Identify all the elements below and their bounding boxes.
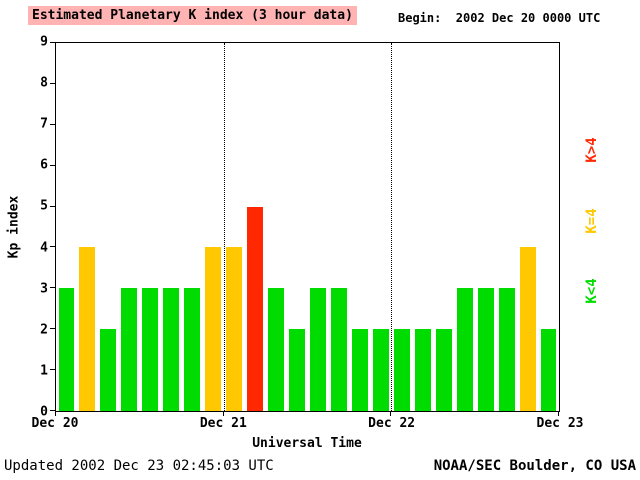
x-tick-mark: [558, 411, 559, 416]
y-axis-tick-labels: 0 1 2 3 4 5 6 7 8 9: [26, 36, 48, 419]
y-tick-mark: [50, 205, 56, 207]
y-tick-mark: [50, 369, 56, 371]
x-tick-label: Dec 23: [536, 416, 584, 431]
y-tick-mark: [50, 82, 56, 84]
y-tick-mark: [50, 410, 56, 411]
y-tick-mark: [50, 328, 56, 330]
kp-bar: [435, 329, 452, 411]
x-axis-tick-labels: Dec 20 Dec 21 Dec 22 Dec 23: [32, 416, 584, 433]
kp-bar: [414, 329, 431, 411]
y-tick-mark: [50, 42, 56, 43]
kp-bar: [268, 288, 285, 411]
x-tick-mark: [55, 411, 56, 416]
day-gridline: [391, 43, 393, 411]
plot-area: [50, 42, 560, 416]
x-tick-label: Dec 21: [199, 416, 247, 431]
kp-bar: [205, 247, 222, 411]
y-tick-label: 3: [40, 281, 48, 297]
legend-label-high: K>4: [584, 137, 600, 163]
updated-timestamp: Updated 2002 Dec 23 02:45:03 UTC: [4, 458, 274, 474]
y-axis-label: Kp index: [6, 195, 22, 259]
x-axis-label: Universal Time: [252, 436, 362, 451]
y-tick-label: 0: [40, 404, 48, 420]
y-tick-label: 5: [40, 198, 48, 214]
y-tick-label: 1: [40, 363, 48, 379]
kp-bar: [247, 206, 264, 411]
kp-bar: [310, 288, 326, 411]
chart-title: Estimated Planetary K index (3 hour data…: [28, 6, 357, 25]
y-tick-mark: [50, 287, 56, 289]
kp-bar: [393, 329, 410, 411]
kp-bar: [456, 288, 473, 411]
legend-label-low: K<4: [584, 278, 600, 304]
y-tick-label: 4: [40, 240, 48, 256]
kp-bar: [226, 247, 243, 411]
kp-bar: [184, 288, 201, 411]
x-tick-label: Dec 20: [31, 416, 79, 431]
x-tick-mark: [222, 411, 224, 416]
kp-bar: [540, 329, 557, 411]
kp-bar: [498, 288, 515, 411]
kp-bar: [330, 288, 347, 411]
y-tick-mark: [50, 123, 56, 125]
kp-bar: [121, 288, 138, 411]
kp-bar: [289, 329, 305, 411]
y-tick-label: 7: [40, 116, 48, 132]
y-tick-mark: [50, 246, 56, 248]
kp-bar: [100, 329, 117, 411]
kp-bar: [372, 329, 389, 411]
begin-label: Begin: 2002 Dec 20 0000 UTC: [398, 11, 601, 25]
kp-bar: [519, 247, 536, 411]
kp-bar: [351, 329, 368, 411]
y-tick-label: 6: [40, 157, 48, 173]
legend-label-mid: K=4: [584, 208, 600, 234]
y-tick-label: 9: [40, 34, 48, 50]
y-tick-mark: [50, 164, 56, 166]
kp-bar: [79, 247, 96, 411]
source-attribution: NOAA/SEC Boulder, CO USA: [433, 458, 636, 474]
kp-bar: [58, 288, 75, 411]
day-gridline: [223, 43, 225, 411]
kp-bar: [477, 288, 494, 411]
y-tick-label: 8: [40, 75, 48, 91]
x-tick-mark: [390, 411, 392, 416]
y-tick-label: 2: [40, 322, 48, 338]
x-tick-label: Dec 22: [368, 416, 416, 431]
kp-bar: [163, 288, 180, 411]
kp-bar: [142, 288, 159, 411]
